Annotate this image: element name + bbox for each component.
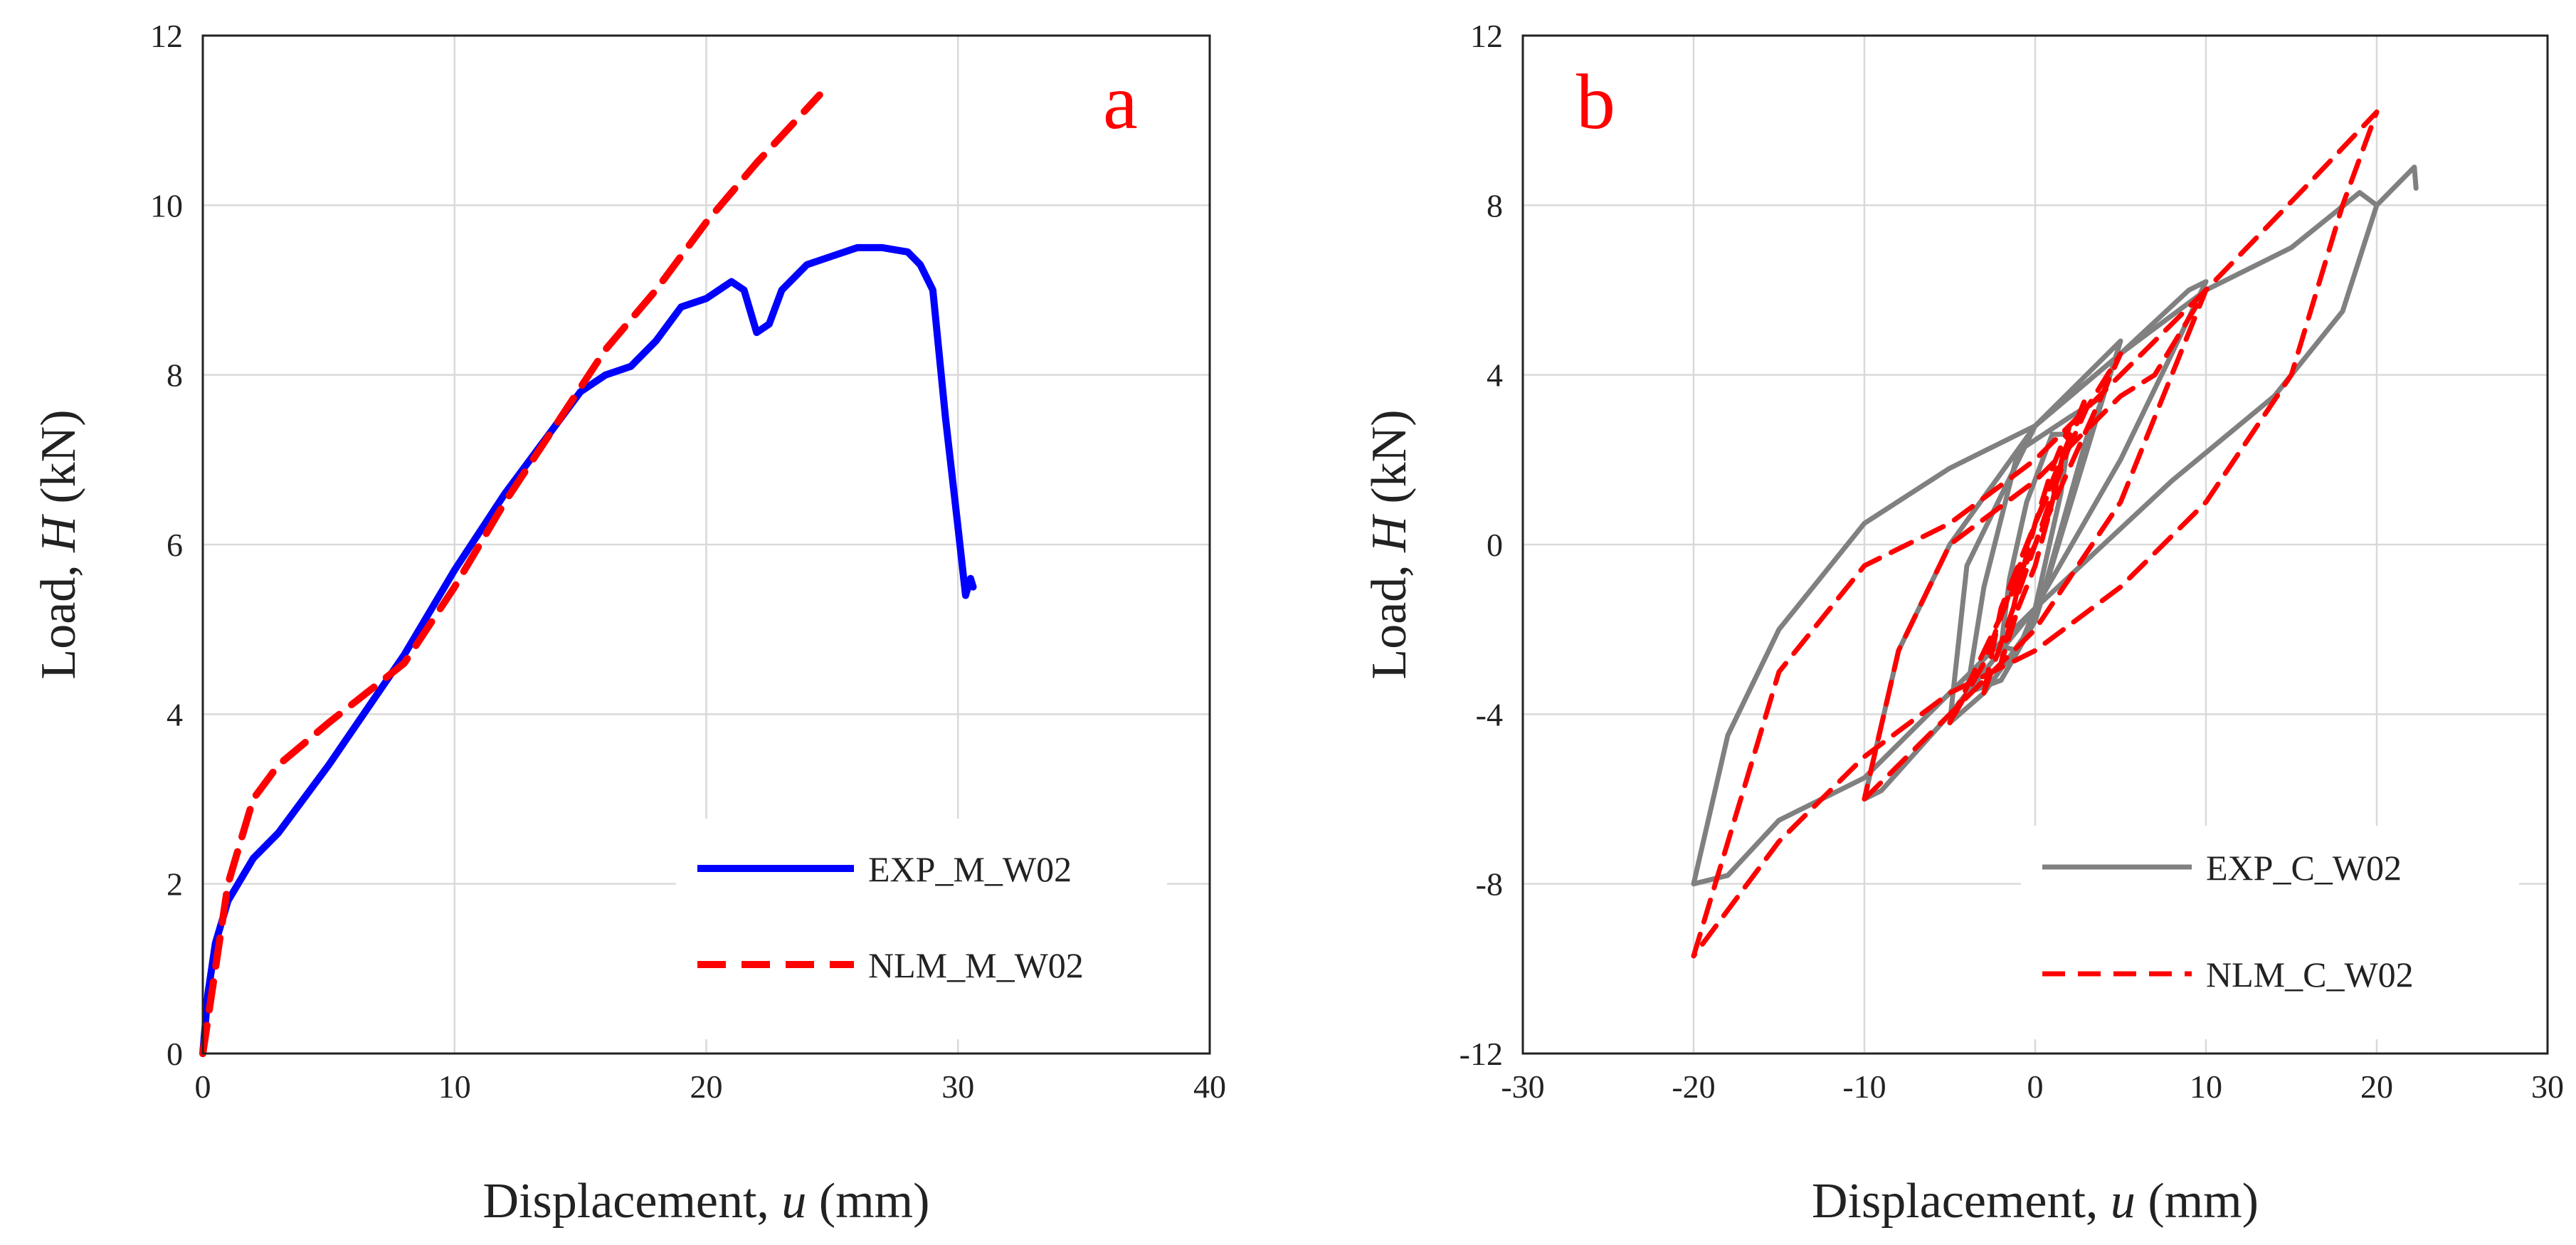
panel-a-y-axis-title-main: Load, [31,552,86,680]
panel-b-series [1691,109,2419,959]
panel-b-legend: EXP_C_W02 NLM_C_W02 [2021,826,2519,1039]
panel-b-x-tick-label: 30 [2531,1068,2564,1105]
panel-b-y-tick-label: 4 [1487,357,1503,394]
panel-a-x-tick-label: 30 [941,1068,974,1105]
panel-a-legend: EXP_M_W02 NLM_M_W02 [676,819,1167,1039]
panel-a-y-axis-title-variable: H [31,514,86,553]
series-exp-c-w02-loop-6 [2374,164,2419,208]
panel-b-y-axis-title-variable: H [1362,514,1417,553]
panel-a-x-axis-title: Displacement, u (mm) [483,1174,930,1229]
series-nlm-c-w02-loop-3 [1947,351,2123,725]
panel-a-y-tick-label: 10 [150,187,183,224]
series-nlm-c-w02-loop-1 [1998,423,2072,666]
panel-a-y-axis-title-unit: (kN) [31,409,86,516]
panel-a-y-tick-label: 0 [167,1036,183,1072]
panel-b-x-tick-label: -20 [1672,1068,1715,1105]
panel-b-y-tick-label: 0 [1487,527,1503,563]
panel-a-chart: 0 10 20 30 40 0 2 4 6 8 10 12 a Displacement, u (m… [31,18,1226,1229]
panel-a-y-tick-label: 12 [150,18,183,54]
panel-b-legend-background [2021,826,2519,1039]
panel-b-y-axis-title-unit: (kN) [1362,409,1417,516]
panel-a-y-axis-title: Load, H (kN) [31,409,86,679]
series-nlm-m-w02-line [199,91,823,1057]
panel-a-y-tick-labels: 0 2 4 6 8 10 12 [150,18,183,1072]
panel-a-x-axis-title-unit: (mm) [806,1174,929,1229]
panel-a-x-tick-label: 20 [690,1068,723,1105]
panel-a-plot-frame [201,34,1211,1055]
panel-b-y-tick-label: 12 [1470,18,1503,54]
series-nlm-c-w02-loop-5 [1691,109,2380,959]
panel-b-x-tick-label: 20 [2360,1068,2393,1105]
panel-b-x-axis-title-unit: (mm) [2136,1174,2259,1229]
panel-b-label: b [1576,58,1615,145]
panel-b-x-axis-title: Displacement, u (mm) [1812,1174,2259,1229]
panel-b-y-tick-label: 8 [1487,187,1503,224]
panel-b-y-tick-labels: -12 -8 -4 0 4 8 12 [1459,18,1503,1072]
panel-a-y-tick-label: 4 [167,696,183,732]
panel-a-x-tick-label: 10 [438,1068,471,1105]
panel-a-y-tick-label: 8 [167,357,183,394]
series-exp-m-w02-line [199,243,977,1057]
panel-a-y-tick-label: 2 [167,866,183,903]
panel-b-x-tick-label: -30 [1501,1068,1544,1105]
panel-b-x-tick-label: 10 [2190,1068,2222,1105]
panel-b-y-tick-label: -12 [1459,1036,1503,1072]
panel-a-x-tick-labels: 0 10 20 30 40 [195,1068,1227,1105]
panel-b-y-tick-label: -8 [1476,866,1503,903]
legend-label-exp-c-w02: EXP_C_W02 [2206,848,2402,888]
panel-b-plot-frame [1521,34,2549,1055]
panel-b-x-tick-labels: -30 -20 -10 0 10 20 30 [1501,1068,2564,1105]
series-exp-c-w02-loop-5 [1691,190,2380,887]
panel-b-x-axis-title-variable: u [2111,1174,2136,1229]
panel-b-x-tick-label: 0 [2027,1068,2044,1105]
legend-label-exp-m-w02: EXP_M_W02 [868,849,1072,889]
panel-a-label: a [1103,58,1138,145]
panel-b-y-axis-title-main: Load, [1362,552,1417,680]
panel-a-series [199,91,977,1057]
panel-a-x-tick-label: 40 [1193,1068,1226,1105]
series-nlm-c-w02-loop-4 [1862,288,2209,802]
panel-a-x-tick-label: 0 [195,1068,211,1105]
panel-b-chart: -30 -20 -10 0 10 20 30 -12 -8 -4 0 4 8 12 b Displace… [1362,18,2564,1229]
panel-a-y-tick-label: 6 [167,527,183,563]
panel-a-legend-background [676,819,1167,1039]
legend-label-nlm-c-w02: NLM_C_W02 [2206,955,2414,994]
panel-b-y-axis-title: Load, H (kN) [1362,409,1417,679]
panel-b-x-axis-title-main: Displacement, [1812,1174,2111,1229]
panel-b-y-tick-label: -4 [1476,696,1503,732]
panel-a-x-axis-title-main: Displacement, [483,1174,782,1229]
panel-a-x-axis-title-variable: u [781,1174,806,1229]
panel-b-x-tick-label: -10 [1842,1068,1886,1105]
legend-label-nlm-m-w02: NLM_M_W02 [868,945,1084,985]
